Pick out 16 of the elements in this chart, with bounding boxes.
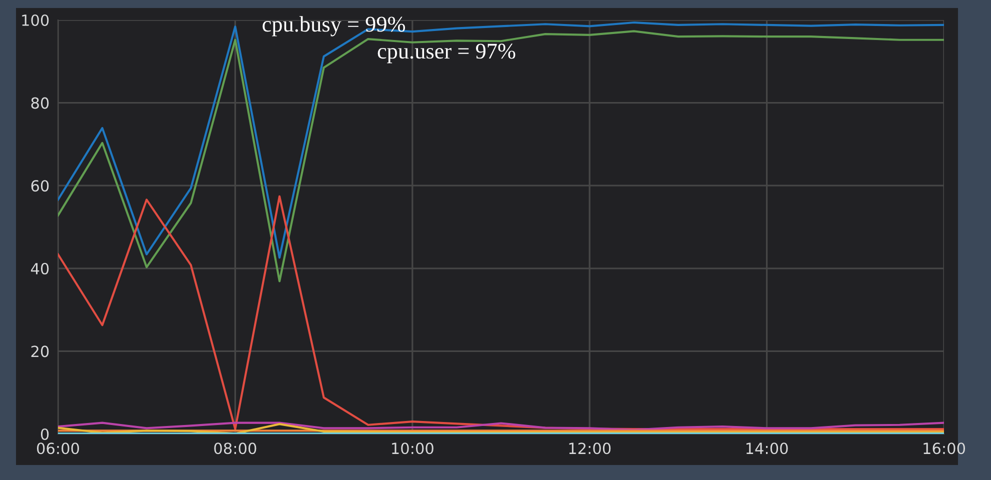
y-tick-label: 80 xyxy=(31,97,49,109)
x-tick-label: 10:00 xyxy=(392,442,434,454)
x-tick-label: 16:00 xyxy=(924,442,965,454)
line-series xyxy=(58,195,944,430)
x-tick-label: 14:00 xyxy=(746,442,788,454)
y-tick-label: 60 xyxy=(31,180,49,192)
annotation: cpu.user = 97% xyxy=(378,44,516,64)
y-tick-label: 20 xyxy=(31,346,49,358)
x-tick-label: 08:00 xyxy=(214,442,256,454)
x-tick-label: 12:00 xyxy=(569,442,611,454)
line-series xyxy=(58,422,944,431)
y-tick-label: 0 xyxy=(40,428,49,440)
y-tick-label: 40 xyxy=(30,262,49,274)
annotation: cpu.busy = 99% xyxy=(262,16,406,36)
y-tick-label: 100 xyxy=(22,14,49,26)
x-tick-label: 06:00 xyxy=(36,442,79,454)
